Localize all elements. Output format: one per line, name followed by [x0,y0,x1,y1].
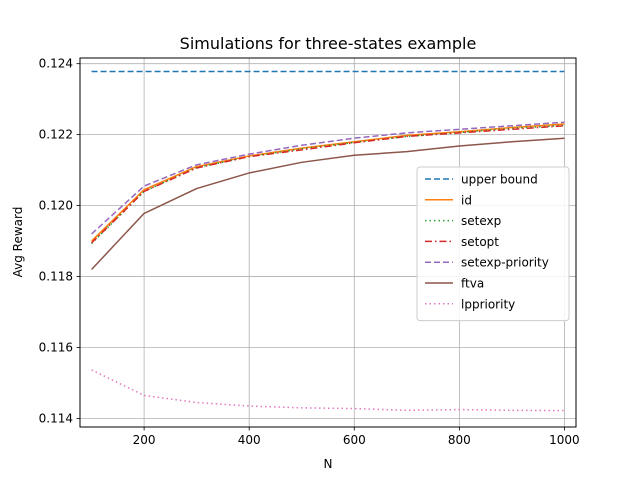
series-group [91,70,565,412]
chart-title: Simulations for three-states example [180,34,477,53]
legend-label: setexp [461,214,501,228]
legend-label: setopt [461,235,499,249]
legend-box [416,166,570,322]
legend-label: id [461,193,472,207]
y-tick-label: 0.116 [39,341,73,355]
x-tick-label: 800 [448,433,471,447]
series-line-setexp-priority [91,121,565,235]
y-tick-label: 0.118 [39,270,73,284]
grid [80,58,576,427]
legend-label: ftva [461,277,484,291]
y-tick-label: 0.122 [39,128,73,142]
x-tick-label: 200 [133,433,156,447]
legend-label: upper bound [461,173,538,187]
y-tick-label: 0.114 [39,411,73,425]
plot-frame [79,57,577,428]
series-line-lppriority [91,369,565,412]
x-tick-label: 600 [343,433,366,447]
series-line-setopt [91,125,565,244]
y-axis-label: Avg Reward [11,207,25,278]
legend-label: setexp-priority [461,256,549,270]
x-axis-label: N [324,457,333,471]
legend: upper bound id setexp setopt setexp-priority… [416,166,570,322]
y-tick-label: 0.120 [39,199,73,213]
series-line-ftva [91,137,565,270]
x-tick-label: 400 [238,433,261,447]
axis-ticks: 200 400 600 800 1000 0.114 0.116 0.118 0.120 0.12… [39,57,580,447]
x-tick-label: 1000 [549,433,580,447]
y-tick-label: 0.124 [39,57,73,71]
legend-label: lppriority [461,297,515,311]
